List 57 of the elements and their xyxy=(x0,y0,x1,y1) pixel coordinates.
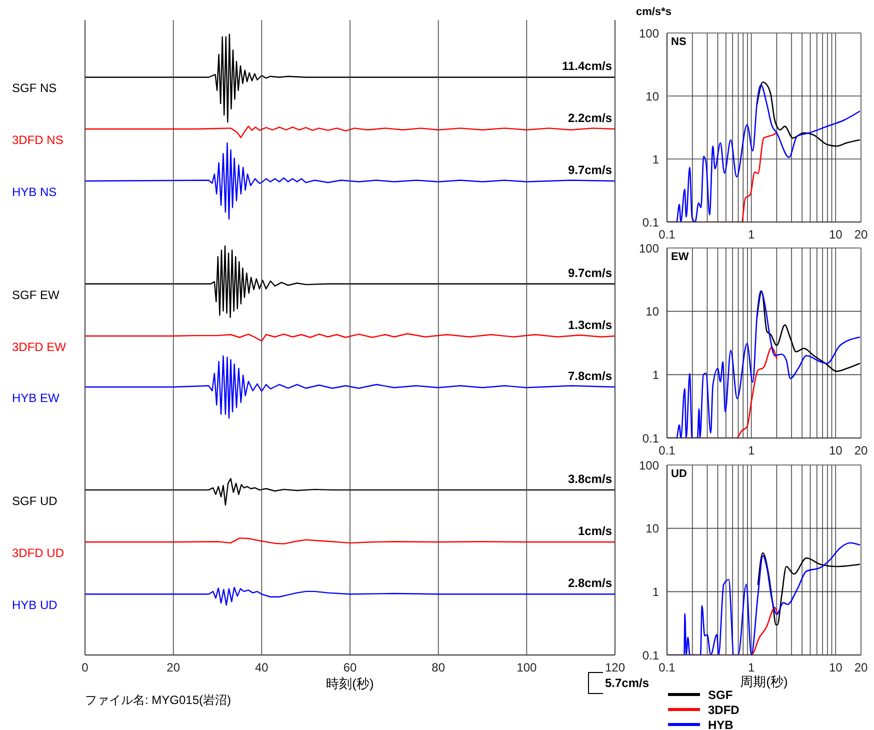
x-tick-label: 1 xyxy=(748,228,755,242)
x-tick-label: 20 xyxy=(854,228,868,242)
annotation: 3.8cm/s xyxy=(568,472,612,486)
legend-label: 3DFD xyxy=(708,702,740,716)
x-tick-label: 100 xyxy=(516,660,537,675)
y-tick-label: 0.1 xyxy=(642,648,660,662)
y-tick-label: 100 xyxy=(638,241,660,256)
x-tick-label: 80 xyxy=(432,660,446,675)
x-tick-label: 40 xyxy=(254,660,269,675)
y-tick-label: 0.1 xyxy=(642,431,660,446)
x-tick-label: 10 xyxy=(828,660,843,675)
text: 1.3cm/s xyxy=(568,318,612,332)
x-tick-label: 0 xyxy=(82,660,89,675)
text: SGF NS xyxy=(12,81,57,95)
text: 5.7cm/s xyxy=(605,676,650,690)
y-tick-label: 100 xyxy=(638,26,660,40)
x-tick-label: 1 xyxy=(748,660,755,675)
y-tick-label: 10 xyxy=(646,522,660,536)
y-tick-label: 1 xyxy=(652,584,660,599)
x-axis-title: 周期(秒) xyxy=(740,674,788,689)
x-tick-label: 20 xyxy=(854,660,868,675)
x-tick-label: 20 xyxy=(166,660,180,675)
y-axis-title: cm/s*s xyxy=(636,6,672,18)
series-label: 3DFD UD xyxy=(12,546,64,560)
x-tick-label: 120 xyxy=(604,660,626,675)
chart-title: UD xyxy=(671,468,687,480)
y-tick-label: 100 xyxy=(638,458,660,472)
y-tick-label: 10 xyxy=(646,89,660,104)
text: SGF EW xyxy=(12,288,60,302)
y-tick-label: 10 xyxy=(646,304,660,319)
series-label: 3DFD NS xyxy=(12,133,64,147)
annotation: 2.8cm/s xyxy=(568,576,612,590)
series-label: 3DFD EW xyxy=(12,340,66,354)
text: SGF UD xyxy=(12,494,58,508)
text: HYB UD xyxy=(12,598,58,612)
annotation: 2.2cm/s xyxy=(568,111,612,125)
legend-label: SGF xyxy=(708,688,733,702)
x-tick-label: 10 xyxy=(828,228,843,242)
text: HYB NS xyxy=(12,185,57,199)
y-tick-label: 0.1 xyxy=(642,215,660,230)
text: HYB EW xyxy=(12,391,60,405)
x-tick-label: 60 xyxy=(343,660,357,675)
y-tick-label: 1 xyxy=(652,368,660,382)
chart-title: EW xyxy=(671,251,689,263)
annotation: 9.7cm/s xyxy=(568,163,612,177)
text: ファイル名: MYG015(岩沼) xyxy=(85,692,232,709)
x-tick-label: 1 xyxy=(748,444,755,458)
chart-title: NS xyxy=(671,36,686,48)
annotation: 7.8cm/s xyxy=(568,369,612,383)
x-tick-label: 10 xyxy=(828,444,843,458)
annotation: 9.7cm/s xyxy=(568,266,612,280)
x-tick-label: 20 xyxy=(854,444,868,458)
text: 1cm/s xyxy=(578,524,612,538)
legend-label: HYB xyxy=(708,718,734,730)
x-axis-title: 時刻(秒) xyxy=(326,676,374,691)
annotation: 11.4cm/s xyxy=(562,59,612,73)
y-tick-label: 1 xyxy=(652,152,660,166)
